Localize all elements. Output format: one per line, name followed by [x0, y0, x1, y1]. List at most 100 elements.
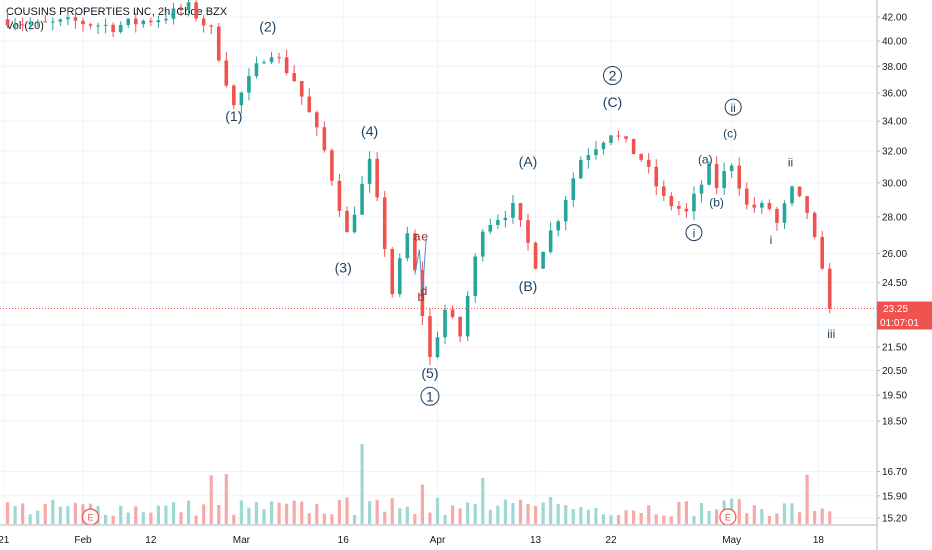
candle-body — [790, 186, 794, 204]
wave-label: ii — [731, 101, 736, 115]
volume-bar — [322, 513, 326, 524]
volume-bar — [413, 514, 417, 524]
candle-body — [450, 309, 455, 318]
candle-body — [744, 188, 749, 205]
candle-body — [646, 159, 651, 167]
candle-body — [827, 268, 832, 309]
volume-bar — [745, 512, 749, 524]
candle-body — [435, 337, 440, 358]
wave-label: (b) — [709, 195, 724, 209]
time-axis[interactable]: 21 Feb 12 Mar 16 Apr 13 22 May 18 — [0, 524, 877, 546]
candle-body — [133, 18, 138, 25]
volume-bar — [601, 514, 606, 524]
price-tick-label: 19.50 — [882, 391, 907, 402]
wave-labels: (1)(2)(3)(4)(5)1(A)(B)2(C)(a)(b)(c)iiiii… — [225, 18, 835, 406]
candle-body — [360, 183, 364, 215]
price-axis[interactable]: 42.00 40.00 38.00 36.00 34.00 32.00 30.00 28.00… — [876, 0, 932, 550]
candle-body — [141, 20, 146, 25]
volume-bar — [209, 475, 213, 524]
candle-body — [13, 24, 17, 26]
candle-body — [473, 256, 478, 297]
volume-bar — [707, 510, 711, 524]
candle-body — [511, 203, 515, 218]
volume-bar — [300, 501, 304, 524]
candle-body — [315, 112, 319, 128]
price-tick-label: 42.00 — [882, 13, 907, 24]
candle-body — [390, 248, 395, 295]
wave-label: (2) — [259, 18, 276, 34]
candle-body — [224, 60, 229, 86]
volume-bar — [790, 503, 794, 524]
volume-bar — [556, 503, 560, 524]
volume-bar — [579, 506, 583, 524]
candle-body — [812, 212, 817, 237]
volume-bar — [390, 498, 394, 524]
candlestick-series — [5, 0, 832, 366]
volume-bar — [36, 510, 40, 524]
volume-bar — [805, 474, 809, 524]
candle-body — [375, 158, 379, 198]
candle-body — [775, 208, 779, 223]
price-tick-label: 32.00 — [882, 147, 907, 158]
wave-circle — [603, 65, 622, 85]
volume-bar — [503, 499, 507, 524]
volume-bar — [662, 515, 666, 524]
volume-bar — [104, 514, 108, 524]
volume-bar — [511, 503, 515, 524]
candle-body — [669, 195, 674, 206]
volume-bar — [51, 499, 55, 524]
wave-circle — [724, 98, 742, 116]
price-tick-label: 15.90 — [882, 491, 907, 502]
volume-bar — [571, 508, 575, 524]
candle-body — [413, 233, 417, 270]
wave-label: (4) — [361, 123, 378, 139]
time-tick-label: Mar — [233, 535, 251, 546]
volume-bar — [518, 499, 523, 524]
volume-bar — [586, 509, 590, 524]
volume-bar — [684, 501, 689, 524]
candle-body — [5, 19, 10, 26]
candle-body — [284, 57, 289, 74]
volume-bar — [254, 502, 259, 524]
wave-label: (B) — [519, 278, 538, 294]
candle-body — [684, 208, 689, 212]
candle-body — [601, 142, 606, 150]
price-tick-label: 28.00 — [882, 212, 907, 223]
candle-body — [186, 2, 191, 11]
candle-body — [179, 8, 183, 11]
candle-body — [782, 203, 787, 223]
candle-body — [707, 164, 711, 185]
volume-bar — [149, 512, 153, 524]
candle-body — [465, 296, 470, 337]
wave-label: e — [421, 229, 428, 243]
volume-bar — [450, 505, 455, 524]
candle-body — [382, 197, 387, 249]
candle-body — [428, 316, 432, 358]
volume-bar — [775, 513, 779, 524]
wave-label: ii — [788, 156, 793, 170]
candle-body — [654, 166, 659, 187]
volume-bar — [73, 502, 78, 524]
candle-body — [164, 18, 168, 21]
volume-bar — [141, 512, 145, 524]
volume-bar — [224, 474, 228, 524]
volume-bar — [669, 516, 673, 524]
candle-body — [480, 231, 485, 257]
candle-body — [66, 17, 70, 20]
volume-bar — [217, 504, 221, 524]
volume-bar — [760, 509, 764, 524]
candle-body — [156, 20, 161, 23]
volume-bar — [58, 506, 62, 524]
earnings-marker-label: E — [725, 513, 731, 523]
candle-body — [677, 205, 681, 209]
volume-bar — [247, 507, 251, 524]
volume-bar — [435, 497, 440, 524]
volume-bar — [360, 444, 364, 524]
volume-bar — [269, 501, 274, 524]
volume-bar — [782, 503, 787, 524]
countdown-label: 01:07:01 — [880, 318, 919, 329]
volume-bar — [594, 507, 598, 524]
candle-body — [563, 199, 568, 222]
